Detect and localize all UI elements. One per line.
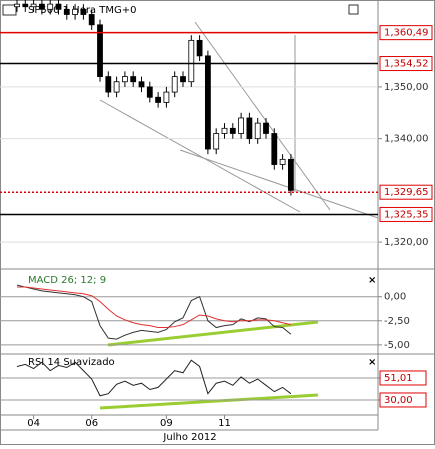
candle-body xyxy=(254,122,261,140)
candle-body xyxy=(30,3,37,8)
candle-body xyxy=(163,91,170,103)
candle-body xyxy=(271,133,278,165)
candle-body xyxy=(221,127,228,134)
candle-body xyxy=(229,127,236,134)
indicator-title[interactable]: MACD 26; 12; 9 xyxy=(28,275,106,286)
candle-body xyxy=(171,76,178,93)
candle-body xyxy=(22,3,29,8)
candle-body xyxy=(188,39,195,83)
candle-body xyxy=(263,122,269,134)
candle-body xyxy=(39,3,45,10)
y-tick-label: 0,00 xyxy=(384,292,406,303)
candle-body xyxy=(246,117,253,140)
level-label: 1,354,52 xyxy=(384,59,429,70)
candle-body xyxy=(238,117,245,134)
macd-trend-line xyxy=(107,320,319,347)
candle-body xyxy=(146,86,153,98)
candle-body xyxy=(196,39,203,57)
x-tick-label: 09 xyxy=(160,418,173,429)
candle-body xyxy=(155,96,162,103)
candle-body xyxy=(138,81,145,88)
candle-body xyxy=(72,8,78,15)
trend-line xyxy=(179,149,379,219)
candle-body xyxy=(55,3,62,10)
candle-body xyxy=(113,81,120,93)
y-tick-label: 51,01 xyxy=(384,373,413,384)
tick-label-box xyxy=(379,370,427,386)
level-label-box xyxy=(379,206,433,222)
y-tick-label: 1,350,00 xyxy=(384,82,429,93)
x-tick-label: 11 xyxy=(218,418,231,429)
level-label-box xyxy=(379,25,433,41)
level-label: 1,360,49 xyxy=(384,28,429,39)
candle-body xyxy=(105,76,112,93)
candle-body xyxy=(180,76,186,83)
y-tick-label: -2,50 xyxy=(384,316,410,327)
candle-body xyxy=(47,3,54,10)
trend-line xyxy=(99,99,301,213)
candle-body xyxy=(204,55,211,150)
candle-body xyxy=(97,24,103,77)
symbol-icon[interactable] xyxy=(2,4,17,16)
x-tick-label: 04 xyxy=(27,418,40,429)
level-label-box xyxy=(379,56,433,72)
candle-body xyxy=(130,76,137,83)
trend-line xyxy=(194,21,331,211)
level-label: 1,325,35 xyxy=(384,209,429,220)
candle-body xyxy=(279,158,286,165)
close-button[interactable]: × xyxy=(368,275,376,286)
maximize-button[interactable] xyxy=(348,4,359,15)
y-tick-label: -5,00 xyxy=(384,340,410,351)
candle-body xyxy=(122,76,128,83)
candle-body xyxy=(14,3,20,8)
y-tick-label: 30,00 xyxy=(384,395,413,406)
candle-body xyxy=(213,133,220,150)
candle-body xyxy=(287,158,294,191)
indicator-line xyxy=(16,359,292,397)
x-axis-caption: Julho 2012 xyxy=(162,432,216,443)
y-tick-label: 1,340,00 xyxy=(384,134,429,145)
candle-body xyxy=(63,8,70,15)
candle-body xyxy=(88,14,95,26)
level-label-box xyxy=(379,184,433,200)
rsi-trend-line xyxy=(99,393,319,410)
x-tick-label: 06 xyxy=(85,418,98,429)
tick-label-box xyxy=(379,392,427,408)
close-button[interactable]: × xyxy=(368,357,376,368)
y-tick-label: 1,320,00 xyxy=(384,237,429,248)
level-label: 1,329,65 xyxy=(384,187,429,198)
indicator-title[interactable]: RSI 14 Suavizado xyxy=(28,357,115,368)
indicator-line xyxy=(17,286,292,329)
candle-body xyxy=(80,8,87,15)
